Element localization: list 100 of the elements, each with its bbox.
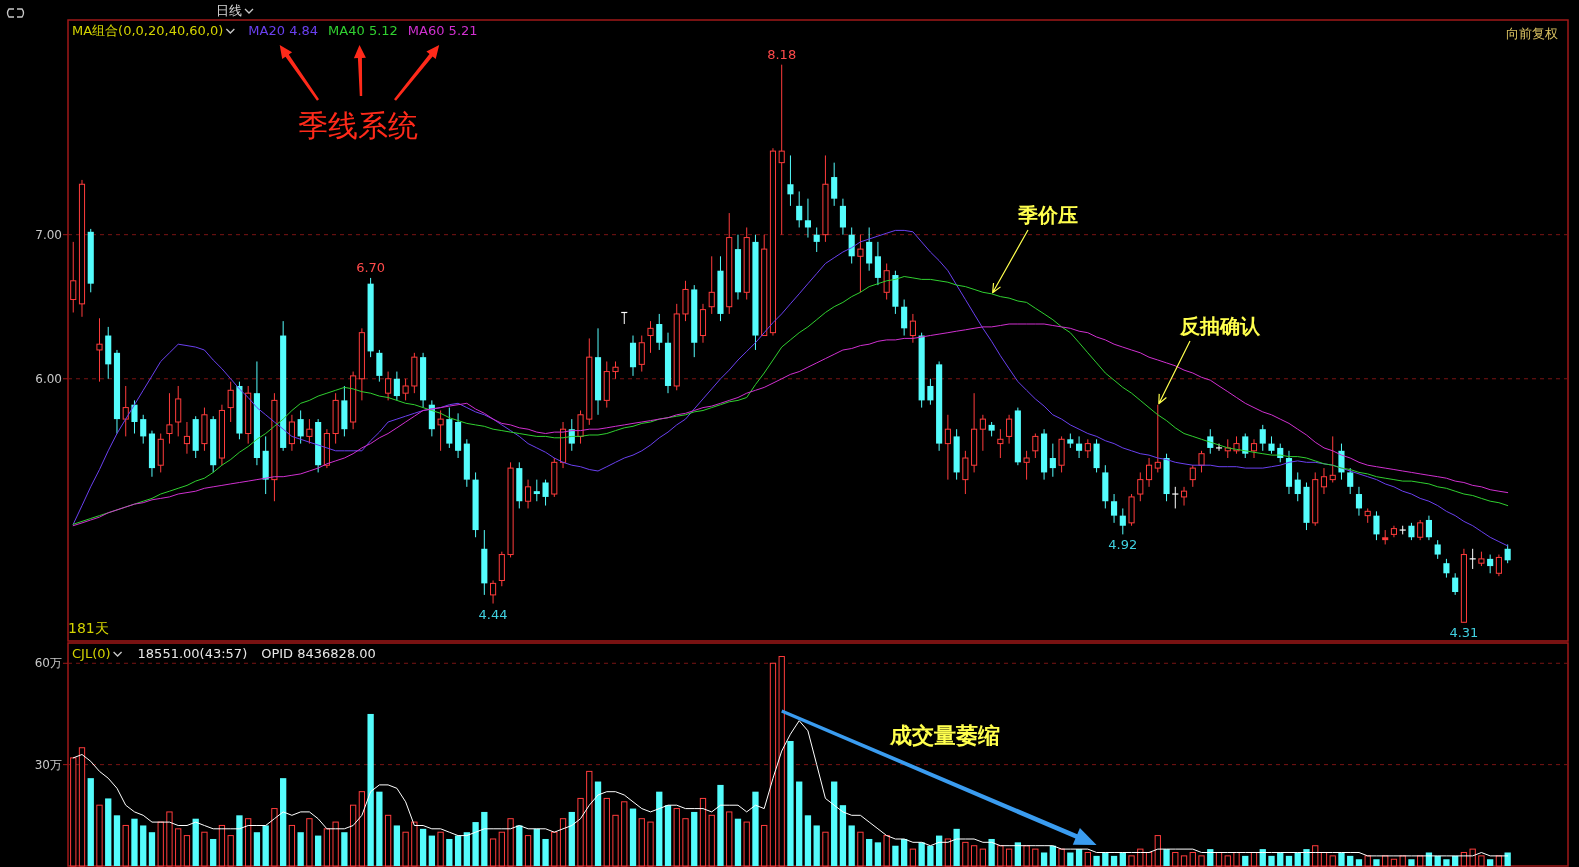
candlestick: [1032, 433, 1039, 459]
annotation: 成交量萎缩: [889, 723, 1000, 748]
annotation: 反抽确认: [1179, 314, 1261, 338]
bar: [122, 824, 129, 867]
bar: [918, 842, 925, 866]
candlestick: [787, 154, 794, 207]
candlestick: [883, 263, 890, 301]
bar: [1329, 855, 1336, 867]
bar: [384, 814, 392, 867]
annotation: 季价压: [1017, 203, 1078, 227]
bar: [874, 842, 882, 866]
bar: [1067, 852, 1074, 866]
bar: [551, 831, 558, 867]
bar: [1312, 845, 1319, 867]
candlestick: [376, 349, 383, 383]
bar: [970, 845, 978, 867]
bar: [358, 791, 366, 867]
bar: [113, 815, 121, 866]
bar: [682, 818, 689, 867]
bar: [1303, 849, 1310, 866]
bar: [1478, 855, 1485, 867]
candlestick: [857, 234, 864, 293]
bar: [1058, 848, 1065, 867]
bar: [78, 747, 86, 867]
bar: [699, 797, 707, 867]
candlestick: [1198, 450, 1205, 473]
bar: [166, 811, 173, 867]
bar: [1390, 858, 1398, 867]
candlestick: [577, 409, 584, 445]
bar: [1163, 849, 1170, 866]
bar: [245, 818, 252, 867]
bar: [271, 808, 278, 867]
bar: [901, 838, 908, 866]
bar: [1005, 848, 1013, 867]
bar: [866, 838, 873, 866]
candlestick: [1207, 428, 1214, 455]
candlestick: [1495, 554, 1502, 577]
candlestick: [778, 64, 785, 236]
candlestick: [1006, 414, 1013, 445]
annotation: 18551.00(43:57): [137, 646, 248, 661]
bar: [1338, 852, 1345, 866]
candlestick: [1171, 486, 1179, 509]
bar: [175, 828, 182, 867]
candlestick: [1049, 443, 1056, 478]
bar: [909, 848, 917, 867]
annotation: 4.31: [1449, 625, 1479, 641]
legend-title: MA组合(0,0,20,40,60,0): [72, 23, 224, 38]
bar: [489, 838, 497, 867]
bar: [1399, 855, 1406, 867]
bar: [210, 838, 217, 866]
bar: [419, 828, 427, 866]
bar: [953, 828, 960, 866]
bar: [734, 818, 742, 866]
candlestick: [1189, 464, 1196, 488]
bar: [463, 832, 470, 866]
candlestick: [831, 162, 838, 207]
candlestick: [1347, 467, 1354, 495]
candlestick: [175, 385, 182, 437]
candlestick: [1137, 471, 1144, 502]
bar: [726, 811, 733, 867]
bar: [979, 848, 987, 867]
bar: [1215, 851, 1223, 867]
bar: [411, 821, 418, 867]
bar: [1093, 855, 1100, 866]
bar: [656, 791, 663, 866]
bar: [586, 770, 593, 867]
bar: [708, 814, 715, 867]
bar: [603, 797, 610, 867]
bar: [1075, 849, 1083, 866]
candlestick: [1452, 572, 1459, 596]
bar: [96, 804, 103, 867]
candlestick: [708, 255, 715, 315]
bar: [1355, 859, 1363, 866]
candlestick: [796, 190, 803, 228]
bar: [201, 831, 208, 867]
candlestick: [1259, 424, 1266, 452]
bar: [612, 814, 619, 867]
bar: [306, 818, 313, 867]
bar: [1180, 855, 1188, 867]
bar: [1224, 855, 1231, 867]
bar: [140, 825, 147, 866]
bar: [1198, 855, 1205, 867]
candlestick: [1443, 558, 1450, 579]
bar: [935, 835, 943, 866]
bar: [131, 818, 138, 866]
bar: [280, 778, 287, 866]
candlestick: [1154, 404, 1161, 473]
candlestick: [166, 392, 173, 445]
candlestick: [297, 409, 304, 445]
bar: [218, 824, 226, 867]
bar: [1137, 848, 1144, 867]
bar: [1443, 859, 1450, 866]
candlestick: [962, 450, 969, 495]
bar: [393, 825, 401, 866]
bar: [236, 815, 243, 866]
bar: [157, 821, 164, 867]
bar: [437, 831, 444, 867]
chart-title: CJL(0): [72, 646, 111, 661]
candlestick: [1145, 457, 1153, 488]
annotation: 向前复权: [1506, 26, 1558, 41]
